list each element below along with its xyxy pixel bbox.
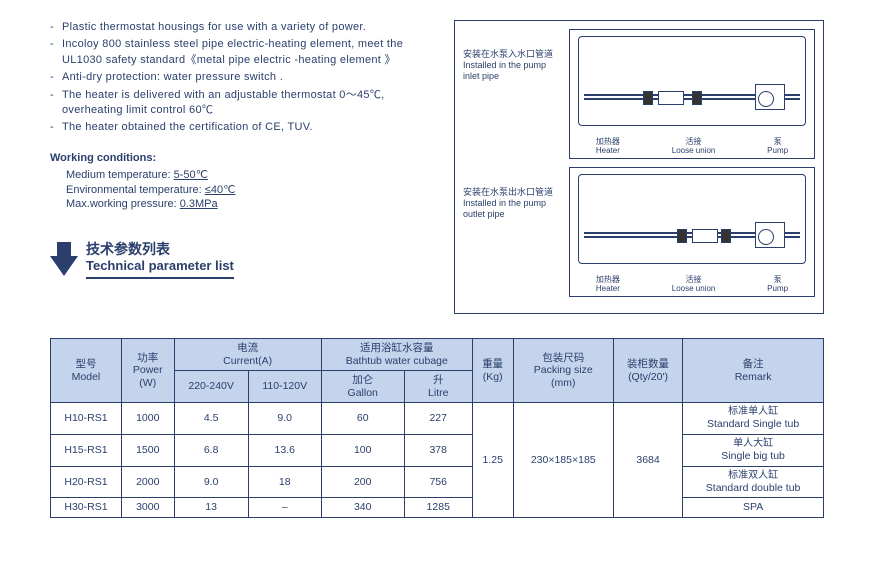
- diagram-outlet: 安装在水泵出水口管道 Installed in the pump outlet …: [463, 167, 815, 297]
- feature-item: Anti-dry protection: water pressure swit…: [50, 70, 424, 85]
- arrow-down-icon: [50, 242, 78, 276]
- section-header: 技术参数列表 Technical parameter list: [50, 240, 424, 279]
- parameter-table: 型号Model 功率Power(W) 电流Current(A) 适用浴缸水容量B…: [50, 338, 824, 518]
- working-conditions-title: Working conditions:: [50, 152, 424, 164]
- feature-item: The heater obtained the certification of…: [50, 120, 424, 135]
- feature-item: The heater is delivered with an adjustab…: [50, 88, 424, 119]
- working-line: Environmental temperature: ≤40℃: [50, 183, 424, 196]
- working-line: Max.working pressure: 0.3MPa: [50, 198, 424, 210]
- feature-item: Incoloy 800 stainless steel pipe electri…: [50, 37, 424, 68]
- table-row: H30-RS1300013–3401285SPA: [51, 498, 824, 518]
- diagrams-column: 安装在水泵入水口管道 Installed in the pump inlet p…: [454, 20, 824, 314]
- section-title-en: Technical parameter list: [86, 258, 234, 279]
- table-row: H15-RS115006.813.6100378单人大缸Single big t…: [51, 434, 824, 466]
- section-title-cn: 技术参数列表: [86, 240, 234, 258]
- table-row: H10-RS110004.59.0602271.25230×185×185368…: [51, 403, 824, 435]
- table-row: H20-RS120009.018200756标准双人缸Standard doub…: [51, 466, 824, 498]
- diagram-inlet: 安装在水泵入水口管道 Installed in the pump inlet p…: [463, 29, 815, 159]
- working-line: Medium temperature: 5-50℃: [50, 168, 424, 181]
- left-column: Plastic thermostat housings for use with…: [50, 20, 424, 314]
- feature-list: Plastic thermostat housings for use with…: [50, 20, 424, 136]
- feature-item: Plastic thermostat housings for use with…: [50, 20, 424, 35]
